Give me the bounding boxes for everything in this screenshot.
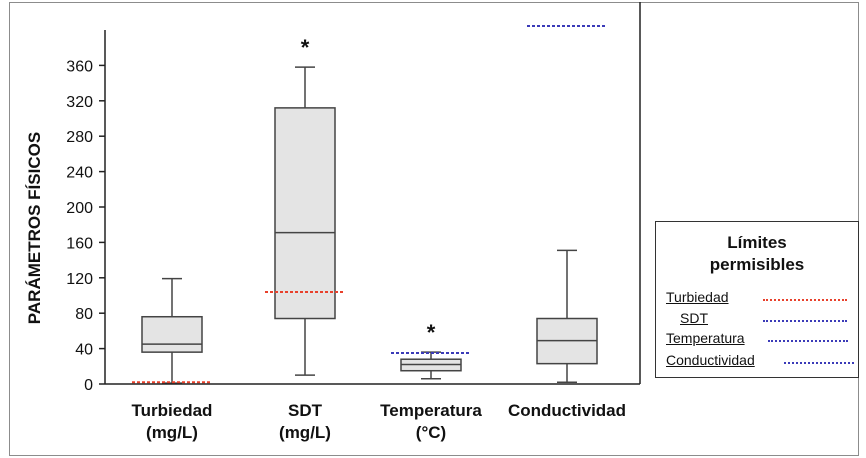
box-iqr xyxy=(141,315,203,353)
y-tick-label: 360 xyxy=(66,58,93,75)
legend-line-sdt xyxy=(763,320,847,322)
y-axis-ticks: 0 40 80 120 160 200 240 280 320 360 xyxy=(66,58,105,394)
y-tick-label: 240 xyxy=(66,165,93,182)
y-axis-label: PARÁMETROS FÍSICOS xyxy=(25,132,44,324)
legend-item-sdt: SDT xyxy=(656,310,858,330)
legend-line-turbiedad xyxy=(763,299,847,301)
legend-title-line1: Límites xyxy=(727,233,787,252)
legend-label-turbiedad: Turbiedad xyxy=(666,289,729,305)
category-label: SDT xyxy=(288,401,323,420)
outlier-marker: * xyxy=(301,35,310,60)
y-tick-label: 320 xyxy=(66,94,93,111)
y-tick-label: 40 xyxy=(75,342,93,359)
legend-line-conductividad xyxy=(784,362,854,364)
legend-item-turbiedad: Turbiedad xyxy=(656,289,858,309)
category-unit-label: (mg/L) xyxy=(279,423,331,442)
y-tick-label: 120 xyxy=(66,271,93,288)
legend-item-temperatura: Temperatura xyxy=(656,330,858,350)
legend-label-conductividad: Conductividad xyxy=(666,352,755,368)
category-label: Temperatura xyxy=(380,401,482,420)
legend-label-sdt: SDT xyxy=(680,310,708,326)
y-tick-label: 200 xyxy=(66,200,93,217)
legend-line-temperatura xyxy=(768,340,848,342)
outlier-marker: * xyxy=(427,320,436,345)
y-tick-label: 280 xyxy=(66,129,93,146)
y-tick-label: 160 xyxy=(66,235,93,252)
legend: Límites permisibles Turbiedad SDT Temper… xyxy=(655,221,859,378)
category-label: Conductividad xyxy=(508,401,626,420)
y-tick-label: 0 xyxy=(84,377,93,394)
category-unit-label: (°C) xyxy=(416,423,446,442)
boxes-group: ** xyxy=(132,25,607,384)
legend-item-conductividad: Conductividad xyxy=(656,352,858,372)
y-tick-label: 80 xyxy=(75,306,93,323)
legend-title: Límites permisibles xyxy=(656,232,858,276)
category-labels: Turbiedad (mg/L) SDT (mg/L) Temperatura (°C) C… xyxy=(132,401,626,442)
category-label: Turbiedad xyxy=(132,401,213,420)
legend-label-temperatura: Temperatura xyxy=(666,330,745,346)
box-iqr xyxy=(274,107,336,320)
legend-title-line2: permisibles xyxy=(709,255,805,274)
category-unit-label: (mg/L) xyxy=(146,423,198,442)
